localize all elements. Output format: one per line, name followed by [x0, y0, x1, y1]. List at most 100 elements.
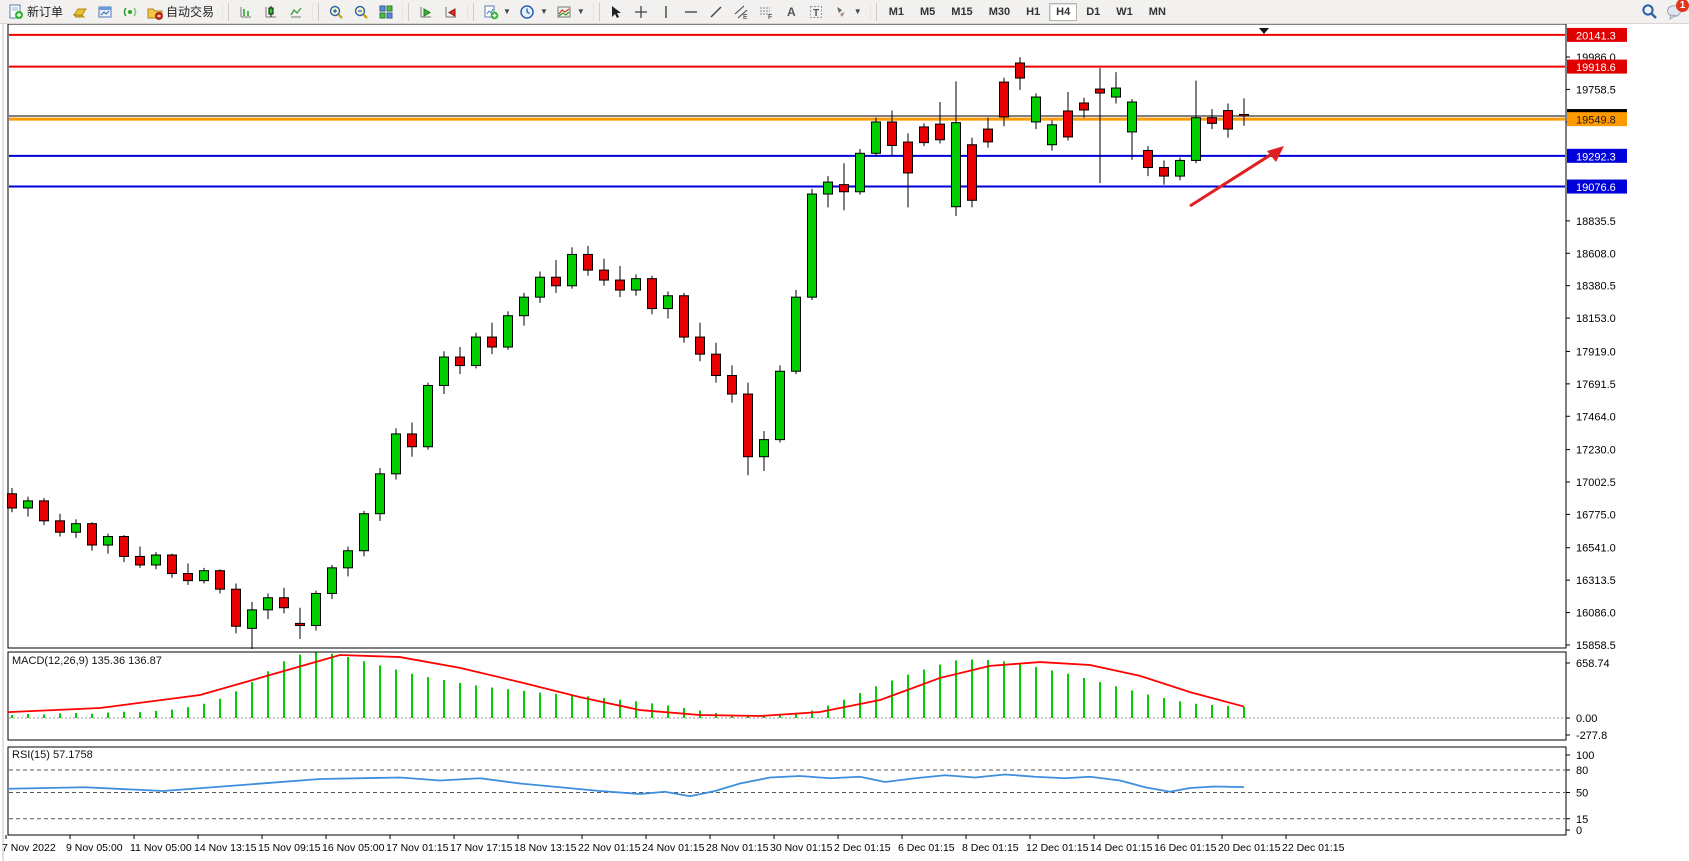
toolbar-separator [312, 2, 320, 21]
signals-button[interactable] [117, 2, 142, 21]
time-axis-label[interactable]: 15 Nov 09:15 [258, 842, 321, 854]
time-axis-label[interactable]: 12 Dec 01:15 [1026, 842, 1089, 854]
macd-axis-label: -277.8 [1576, 730, 1607, 742]
bull-candle [791, 296, 801, 372]
macd-signal-line [7, 654, 1245, 717]
vertical-line-button[interactable] [654, 2, 679, 21]
time-axis-label[interactable]: 17 Nov 17:15 [450, 842, 513, 854]
candlestick-chart-button[interactable] [258, 2, 283, 21]
fibonacci-button[interactable]: F [754, 2, 779, 21]
svg-text:E: E [743, 14, 748, 20]
bear-candle [295, 622, 305, 627]
bar-chart-button[interactable] [233, 2, 258, 21]
bull-candle [103, 535, 113, 546]
text-button[interactable]: A [779, 2, 804, 21]
text-label-button[interactable]: T [804, 2, 829, 21]
template-button[interactable]: ▼ [552, 2, 589, 21]
timeframe-h1-button[interactable]: H1 [1026, 5, 1041, 18]
horizontal-line-button[interactable] [679, 2, 704, 21]
timeframe-m1-button[interactable]: M1 [888, 5, 904, 18]
zoom-in-button[interactable] [323, 2, 348, 21]
tile-windows-button[interactable] [373, 2, 398, 21]
time-axis-label[interactable]: 17 Nov 01:15 [386, 842, 449, 854]
bear-candle [647, 278, 657, 310]
bull-candle [311, 592, 321, 627]
bear-candle [183, 573, 193, 582]
timeframe-d1-button[interactable]: D1 [1086, 5, 1101, 18]
price-tick-label: 17230.0 [1576, 445, 1616, 457]
chat-icon[interactable]: 1 [1666, 0, 1689, 20]
time-axis-label[interactable]: 9 Nov 05:00 [66, 842, 123, 854]
bear-candle [711, 353, 721, 377]
time-axis-label[interactable]: 11 Nov 05:00 [130, 842, 192, 854]
periods-icon [519, 3, 536, 20]
arrows-button[interactable]: ▼ [829, 2, 866, 21]
timeframe-w1-button[interactable]: W1 [1116, 5, 1133, 18]
bear-candle [743, 393, 753, 458]
macd-indicator-label: MACD(12,26,9) 135.36 136.87 [12, 655, 162, 667]
crosshair-button[interactable] [629, 2, 654, 21]
timeframe-h4-button[interactable]: H4 [1049, 2, 1078, 21]
chart-window[interactable]: HK50,H4 19502.5 19695.5 19503.5 19571.5 … [0, 24, 1689, 861]
timeframe-m5-button[interactable]: M5 [920, 5, 936, 18]
time-axis-label[interactable]: 22 Nov 01:15 [578, 842, 641, 854]
time-axis-label[interactable]: 14 Dec 01:15 [1090, 842, 1153, 854]
time-axis-label[interactable]: 2 Dec 01:15 [834, 842, 891, 854]
periods-button[interactable]: ▼ [515, 2, 552, 21]
trendline-button[interactable] [704, 2, 729, 21]
annotation-arrow-head[interactable] [1267, 146, 1284, 162]
equidistant-channel-button[interactable]: E [729, 2, 754, 21]
new-order-button[interactable]: 新订单 [3, 2, 67, 21]
bull-candle [375, 473, 385, 515]
timeframe-m15-button[interactable]: M15 [951, 5, 973, 18]
charts-window-button[interactable] [92, 2, 117, 21]
time-axis-label[interactable]: 30 Nov 01:15 [770, 842, 833, 854]
bull-candle [535, 276, 545, 298]
auto-scroll-button[interactable] [413, 2, 438, 21]
search-icon[interactable] [1641, 3, 1658, 20]
rsi-axis-label: 100 [1576, 750, 1594, 762]
line-chart-button[interactable] [283, 2, 308, 21]
horizontal-line-icon [683, 3, 700, 20]
chart-shift-marker[interactable] [1259, 28, 1269, 34]
arrows-icon [833, 3, 850, 20]
chart-canvas[interactable]: 19986.019758.519531.018835.518608.018380… [0, 24, 1689, 861]
time-axis-label[interactable]: 8 Dec 01:15 [962, 842, 1019, 854]
auto-trading-button[interactable]: 自动交易 [142, 2, 218, 21]
time-axis-label[interactable]: 6 Dec 01:15 [898, 842, 955, 854]
dropdown-arrow-icon: ▼ [853, 7, 862, 16]
candlestick-chart-icon [262, 3, 279, 20]
add-indicator-button[interactable]: ▼ [478, 2, 515, 21]
timeframe-m30-button[interactable]: M30 [988, 5, 1011, 18]
bear-candle [1095, 88, 1105, 94]
timeframe-mn-button[interactable]: MN [1148, 5, 1166, 18]
time-axis-label[interactable]: 7 Nov 2022 [2, 842, 56, 854]
bear-candle [7, 493, 17, 509]
svg-text:F: F [768, 14, 772, 20]
time-axis-label[interactable]: 22 Dec 01:15 [1282, 842, 1345, 854]
cursor-button[interactable] [604, 2, 629, 21]
zoom-out-button[interactable] [348, 2, 373, 21]
price-tick-label: 17691.5 [1576, 379, 1616, 391]
bull-candle [391, 433, 401, 475]
time-axis-label[interactable]: 18 Nov 13:15 [514, 842, 577, 854]
time-axis-label[interactable]: 20 Dec 01:15 [1218, 842, 1281, 854]
funds-button[interactable] [67, 2, 92, 21]
bull-candle [423, 384, 433, 448]
time-axis-label[interactable]: 14 Nov 13:15 [194, 842, 257, 854]
rsi-indicator-label: RSI(15) 57.1758 [12, 749, 93, 761]
chart-shift-button[interactable] [438, 2, 463, 21]
time-axis-label[interactable]: 24 Nov 01:15 [642, 842, 705, 854]
vertical-line-icon [658, 3, 675, 20]
chart-shift-icon [442, 3, 459, 20]
bear-candle [407, 433, 417, 448]
bear-candle [887, 121, 897, 146]
time-axis-label[interactable]: 16 Nov 05:00 [322, 842, 385, 854]
price-badge-label: 19076.6 [1576, 182, 1616, 194]
price-badge [1567, 27, 1627, 42]
time-axis-label[interactable]: 16 Dec 01:15 [1154, 842, 1217, 854]
annotation-arrow[interactable] [1189, 150, 1276, 208]
bear-candle [583, 253, 593, 271]
time-axis-label[interactable]: 28 Nov 01:15 [706, 842, 769, 854]
bear-candle [119, 535, 129, 557]
